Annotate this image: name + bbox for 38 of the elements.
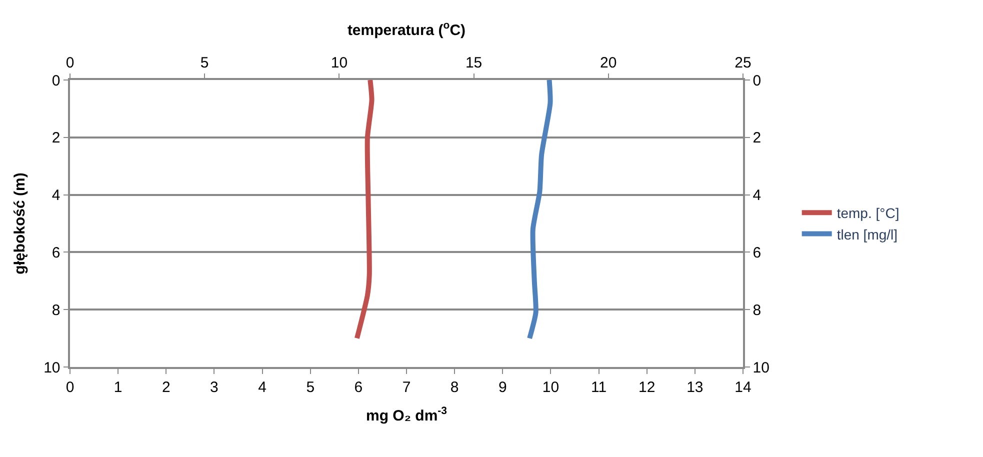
x-axis-title: mg O₂ dm$^{-3}$ [366,404,448,424]
x-tick-label: 11 [591,378,607,396]
x2-tick-label: 25 [734,54,752,72]
y-tick-label: 0 [52,72,60,90]
x-tick-label: 12 [638,378,656,396]
x-tick-label: 13 [686,378,704,396]
y2-tick-label: 4 [752,187,762,204]
x-tick-label: 9 [498,378,507,396]
x2-tick-label: 0 [66,54,74,72]
x-tick-label: 5 [306,378,315,396]
y2-tick-label: 10 [752,359,770,376]
y-tick-label: 4 [52,187,60,204]
x-tick-label: 4 [258,378,266,396]
y2-tick-label: 6 [752,244,762,262]
x-tick-label: 14 [734,378,752,396]
x-tick-label: 2 [162,378,170,396]
x-tick-label: 10 [542,378,560,396]
x2-tick-label: 5 [200,54,209,72]
x-tick-label: 1 [114,378,122,396]
x-tick-label: 0 [66,378,74,396]
legend-label: tlen [mg/l] [836,226,898,242]
y-axis-title: głębokość (m) [11,172,28,274]
legend-label: temp. [°C] [836,205,900,222]
y-tick-label: 10 [44,359,60,376]
x-tick-label: 3 [210,378,218,396]
x2-tick-label: 20 [600,54,617,72]
y2-tick-label: 0 [752,72,762,90]
x2-axis-title: temperatura ($^{o}$C) [347,20,466,39]
y-tick-label: 2 [52,130,60,147]
x2-tick-label: 10 [330,54,348,72]
x-tick-label: 6 [354,378,363,396]
y-tick-label: 6 [52,244,60,262]
y-tick-label: 8 [52,302,60,319]
x-tick-label: 8 [450,378,459,396]
y2-tick-label: 2 [752,130,762,147]
x-tick-label: 7 [402,378,411,396]
x2-tick-label: 15 [465,54,482,72]
y2-tick-label: 8 [752,302,762,319]
